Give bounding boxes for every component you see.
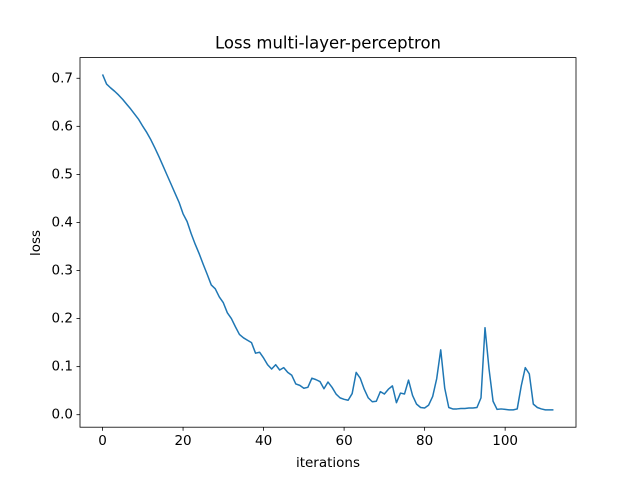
y-tick-label: 0.4 [52,214,73,230]
x-tick-label: 20 [174,433,191,449]
y-tick-label: 0.3 [52,263,73,279]
loss-line [101,74,554,411]
plot-frame [79,57,577,428]
y-axis-label: loss [28,230,44,256]
x-tick-label: 0 [98,433,107,449]
x-tick-label: 100 [492,433,518,449]
x-tick-label: 80 [416,433,433,449]
y-tick-label: 0.2 [52,311,73,327]
x-axis-label: iterations [296,455,360,471]
y-tick-label: 0.0 [52,407,73,423]
x-tick-label: 40 [255,433,272,449]
y-tick-label: 0.1 [52,359,73,375]
y-tick-label: 0.6 [52,118,73,134]
y-tick-label: 0.7 [52,70,73,86]
chart-title: Loss multi-layer-perceptron [215,34,441,53]
y-tick-label: 0.5 [52,166,73,182]
x-tick-label: 60 [336,433,353,449]
